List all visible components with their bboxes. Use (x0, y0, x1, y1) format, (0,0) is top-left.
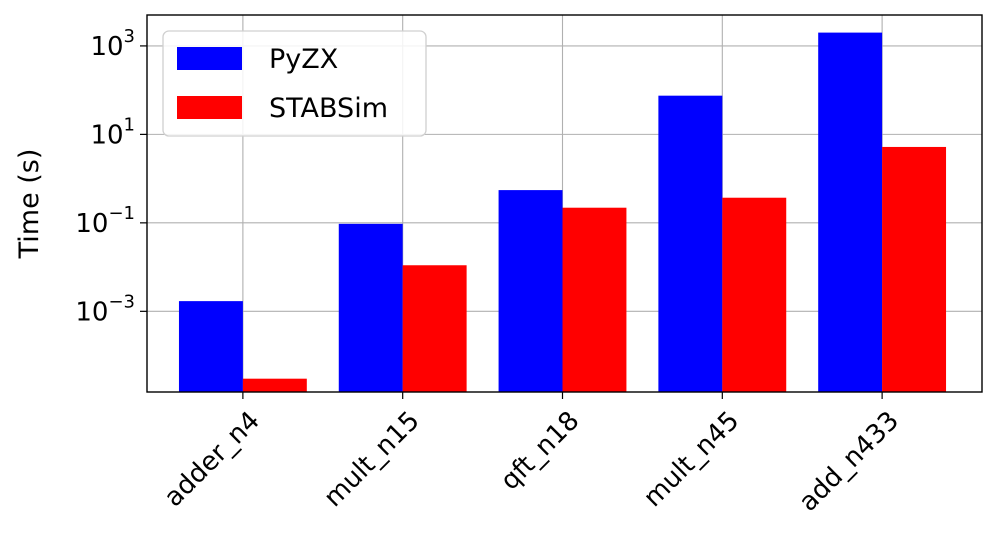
bar-pyzx-qft_n18 (498, 190, 563, 392)
y-tick-label: 103 (90, 26, 135, 62)
bar-stabsim-mult_n15 (402, 265, 467, 392)
y-tick-label: 10−3 (75, 291, 135, 327)
legend-label: STABSim (269, 93, 388, 124)
x-tick-label: adder_n4 (159, 406, 266, 513)
bar-stabsim-adder_n4 (242, 378, 307, 392)
legend-label: PyZX (269, 44, 338, 75)
x-tick-label: qft_n18 (495, 406, 585, 496)
bar-pyzx-adder_n4 (178, 301, 243, 392)
bar-pyzx-mult_n15 (338, 223, 403, 392)
y-axis-label: Time (s) (14, 149, 45, 260)
bar-pyzx-mult_n45 (658, 95, 723, 392)
bar-stabsim-qft_n18 (562, 207, 627, 392)
x-tick-label: mult_n45 (638, 406, 745, 513)
bar-stabsim-add_n433 (882, 146, 947, 392)
bar-pyzx-add_n433 (818, 32, 883, 393)
y-tick-label: 101 (90, 114, 135, 150)
y-tick-label: 10−1 (75, 203, 135, 239)
legend: PyZX STABSim (162, 30, 427, 137)
bar-stabsim-mult_n45 (722, 197, 787, 392)
bars (178, 32, 947, 393)
legend-swatch-stabsim (177, 96, 242, 119)
x-tick-label: mult_n15 (318, 406, 425, 513)
x-tick-label: add_n433 (793, 406, 905, 518)
legend-swatch-pyzx (177, 47, 242, 70)
plot-frame (146, 14, 983, 393)
